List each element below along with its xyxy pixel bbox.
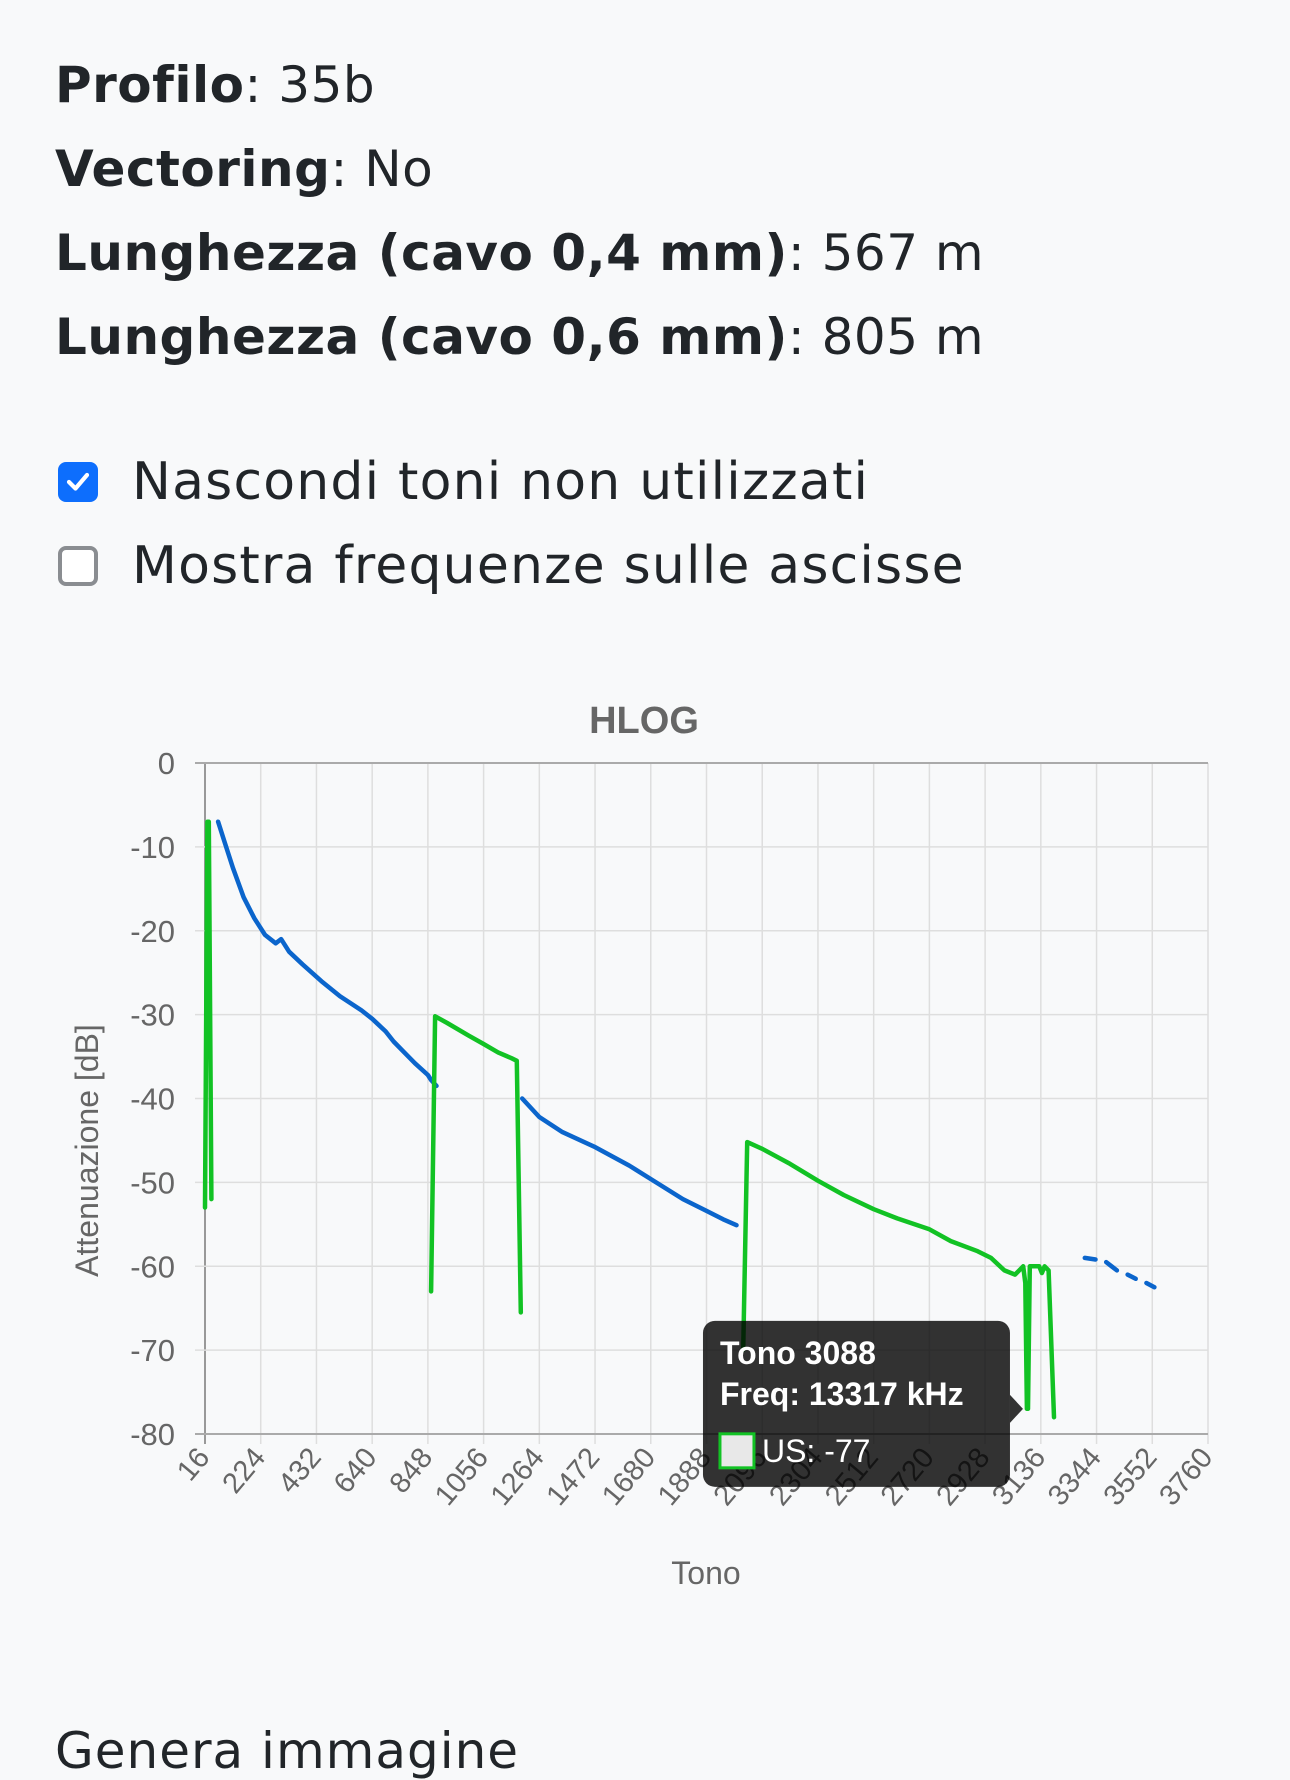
series-line-us bbox=[428, 1014, 524, 1315]
series-line-ds bbox=[1103, 1259, 1120, 1273]
tooltip-caret bbox=[1009, 1394, 1023, 1423]
generate-image-text: Genera immagine bbox=[55, 1722, 520, 1780]
series-line-ds bbox=[519, 1096, 739, 1228]
x-tick-label: 640 bbox=[328, 1442, 384, 1500]
x-tick-label: 1056 bbox=[429, 1442, 495, 1512]
length-06-value: 805 m bbox=[821, 308, 985, 366]
series-line-ds bbox=[215, 819, 439, 1089]
y-tick-label: -20 bbox=[130, 914, 175, 949]
series-ds bbox=[215, 819, 1157, 1290]
option-show-frequencies-label: Mostra frequenze sulle ascisse bbox=[132, 536, 965, 596]
series-line-us bbox=[202, 819, 214, 1210]
y-tick-label: -50 bbox=[130, 1165, 175, 1200]
profilo-value: 35b bbox=[278, 56, 376, 114]
y-tick-label: -60 bbox=[130, 1249, 175, 1284]
x-tick-label: 3344 bbox=[1042, 1442, 1108, 1512]
option-hide-unused-tones[interactable]: Nascondi toni non utilizzati bbox=[58, 440, 965, 524]
series-line-ds bbox=[1144, 1280, 1157, 1290]
check-icon bbox=[66, 472, 90, 491]
series-line-us bbox=[740, 1139, 1057, 1420]
x-tick-label: 1680 bbox=[596, 1442, 662, 1512]
series-line-ds bbox=[1082, 1255, 1098, 1262]
chart-title: HLOG bbox=[589, 700, 699, 742]
y-tick-label: -30 bbox=[130, 998, 175, 1033]
x-tick-label: 16 bbox=[171, 1442, 216, 1487]
tooltip-freq: Freq: 13317 kHz bbox=[720, 1376, 964, 1412]
y-axis-label: Attenuazione [dB] bbox=[69, 1024, 105, 1277]
x-axis-label: Tono bbox=[671, 1555, 740, 1591]
y-tick-label: -80 bbox=[130, 1417, 175, 1452]
y-tick-label: 0 bbox=[158, 746, 175, 781]
y-tick-label: -10 bbox=[130, 830, 175, 865]
x-tick-label: 1472 bbox=[540, 1442, 606, 1512]
x-tick-label: 3760 bbox=[1153, 1442, 1219, 1512]
info-profilo: Profilo: 35b bbox=[55, 56, 376, 114]
series-us bbox=[202, 819, 1057, 1420]
x-tick-label: 3552 bbox=[1098, 1442, 1164, 1512]
y-tick-label: -40 bbox=[130, 1082, 175, 1117]
length-06-label: Lunghezza (cavo 0,6 mm) bbox=[55, 308, 788, 366]
series-line-ds bbox=[1125, 1272, 1138, 1282]
line-info: Profilo: 35b Vectoring: No Lunghezza (ca… bbox=[55, 50, 984, 386]
hlog-chart: HLOG162244326408481056126414721680188820… bbox=[69, 700, 1219, 1591]
tooltip-series-swatch bbox=[718, 1432, 756, 1470]
info-length-06: Lunghezza (cavo 0,6 mm): 805 m bbox=[55, 308, 985, 366]
vectoring-value: No bbox=[364, 140, 434, 198]
info-length-04: Lunghezza (cavo 0,4 mm): 567 m bbox=[55, 224, 985, 282]
info-vectoring: Vectoring: No bbox=[55, 140, 434, 198]
x-tick-label: 1264 bbox=[485, 1442, 551, 1512]
option-show-frequencies[interactable]: Mostra frequenze sulle ascisse bbox=[58, 524, 965, 608]
x-tick-label: 224 bbox=[216, 1442, 272, 1500]
y-tick-label: -70 bbox=[130, 1333, 175, 1368]
length-04-label: Lunghezza (cavo 0,4 mm) bbox=[55, 224, 788, 282]
checkbox-show-frequencies[interactable] bbox=[58, 546, 98, 586]
option-hide-unused-tones-label: Nascondi toni non utilizzati bbox=[132, 452, 870, 512]
tooltip-title: Tono 3088 bbox=[720, 1335, 876, 1371]
chart-tooltip: Tono 3088 Freq: 13317 kHz US: -77 bbox=[702, 1320, 1023, 1487]
tooltip-box bbox=[702, 1320, 1010, 1487]
vectoring-label: Vectoring bbox=[55, 140, 331, 198]
length-04-value: 567 m bbox=[821, 224, 985, 282]
x-tick-label: 432 bbox=[272, 1442, 328, 1500]
tooltip-value: US: -77 bbox=[762, 1433, 870, 1469]
chart-options: Nascondi toni non utilizzati Mostra freq… bbox=[58, 440, 965, 608]
profilo-label: Profilo bbox=[55, 56, 245, 114]
checkbox-hide-unused-tones[interactable] bbox=[58, 462, 98, 502]
